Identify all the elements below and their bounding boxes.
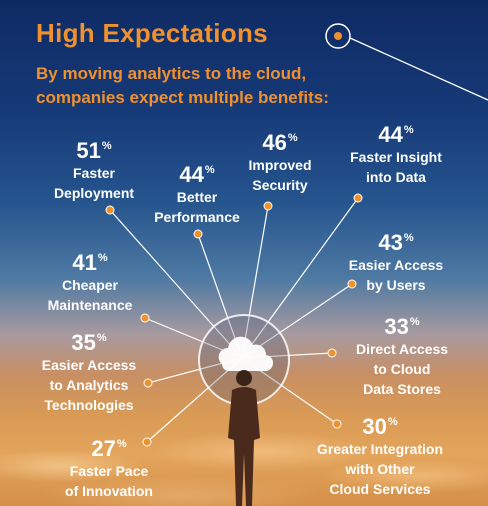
stat-label: Easier Access [348, 257, 444, 273]
target-dot-icon [334, 32, 342, 40]
dot-30 [332, 419, 342, 429]
stat-percent: 35% [71, 330, 107, 355]
dot-46 [263, 201, 273, 211]
cloud-icon [218, 336, 274, 372]
dot-27 [142, 437, 152, 447]
stat-label: to Analytics [49, 377, 129, 393]
dot-44-perf [193, 229, 203, 239]
stat-label: Cheaper [61, 277, 119, 293]
stat-label: Faster Insight [350, 149, 442, 165]
target-ring-icon [325, 23, 351, 49]
stat-faster-pace: 27% Faster Pace of Innovation [50, 432, 168, 501]
stat-label: Faster [72, 165, 116, 181]
stat-label: Faster Pace [69, 463, 149, 479]
stat-label: into Data [366, 169, 426, 185]
stat-label: Performance [154, 209, 240, 225]
stat-label: with Other [345, 461, 415, 477]
stat-label: Improved [248, 157, 312, 173]
stat-easier-access-users: 43% Easier Access by Users [336, 226, 456, 295]
dot-35 [143, 378, 153, 388]
dot-44-insight [353, 193, 363, 203]
dot-51 [105, 205, 115, 215]
stat-percent: 43% [378, 230, 414, 255]
dot-33 [327, 348, 337, 358]
dot-43 [347, 279, 357, 289]
stat-better-performance: 44% Better Performance [142, 158, 252, 227]
stat-percent: 44% [378, 122, 414, 147]
stat-percent: 33% [384, 314, 420, 339]
stat-improved-security: 46% Improved Security [232, 126, 328, 195]
stat-label: by Users [366, 277, 426, 293]
stat-label: Better [176, 189, 218, 205]
stat-label: Technologies [44, 397, 134, 413]
stat-label: Deployment [53, 185, 135, 201]
page-subtitle: By moving analytics to the cloud, compan… [36, 64, 329, 107]
stat-percent: 41% [72, 250, 108, 275]
stat-label: Cloud Services [329, 481, 431, 497]
stat-label: Easier Access [41, 357, 137, 373]
stat-label: Direct Access [355, 341, 449, 357]
page-title: High Expectations [36, 18, 268, 48]
dot-41 [140, 313, 150, 323]
hub-circle [198, 314, 290, 406]
stat-percent: 44% [179, 162, 215, 187]
stat-percent: 30% [362, 414, 398, 439]
stat-label: to Cloud [373, 361, 431, 377]
stat-easier-access-analytics: 35% Easier Access to Analytics Technolog… [30, 326, 148, 415]
stat-greater-integration: 30% Greater Integration with Other Cloud… [298, 410, 462, 499]
stat-label: Security [252, 177, 308, 193]
stat-label: Data Stores [363, 381, 441, 397]
stat-cheaper-maintenance: 41% Cheaper Maintenance [32, 246, 148, 315]
stat-label: of Innovation [65, 483, 153, 499]
stat-label: Greater Integration [316, 441, 444, 457]
stat-direct-access: 33% Direct Access to Cloud Data Stores [340, 310, 464, 399]
stat-percent: 46% [262, 130, 298, 155]
stat-percent: 51% [76, 138, 112, 163]
stat-label: Maintenance [47, 297, 133, 313]
stat-percent: 27% [91, 436, 127, 461]
person-silhouette [228, 370, 260, 506]
stat-faster-deployment: 51% Faster Deployment [44, 134, 144, 203]
stat-faster-insight: 44% Faster Insight into Data [334, 118, 458, 187]
